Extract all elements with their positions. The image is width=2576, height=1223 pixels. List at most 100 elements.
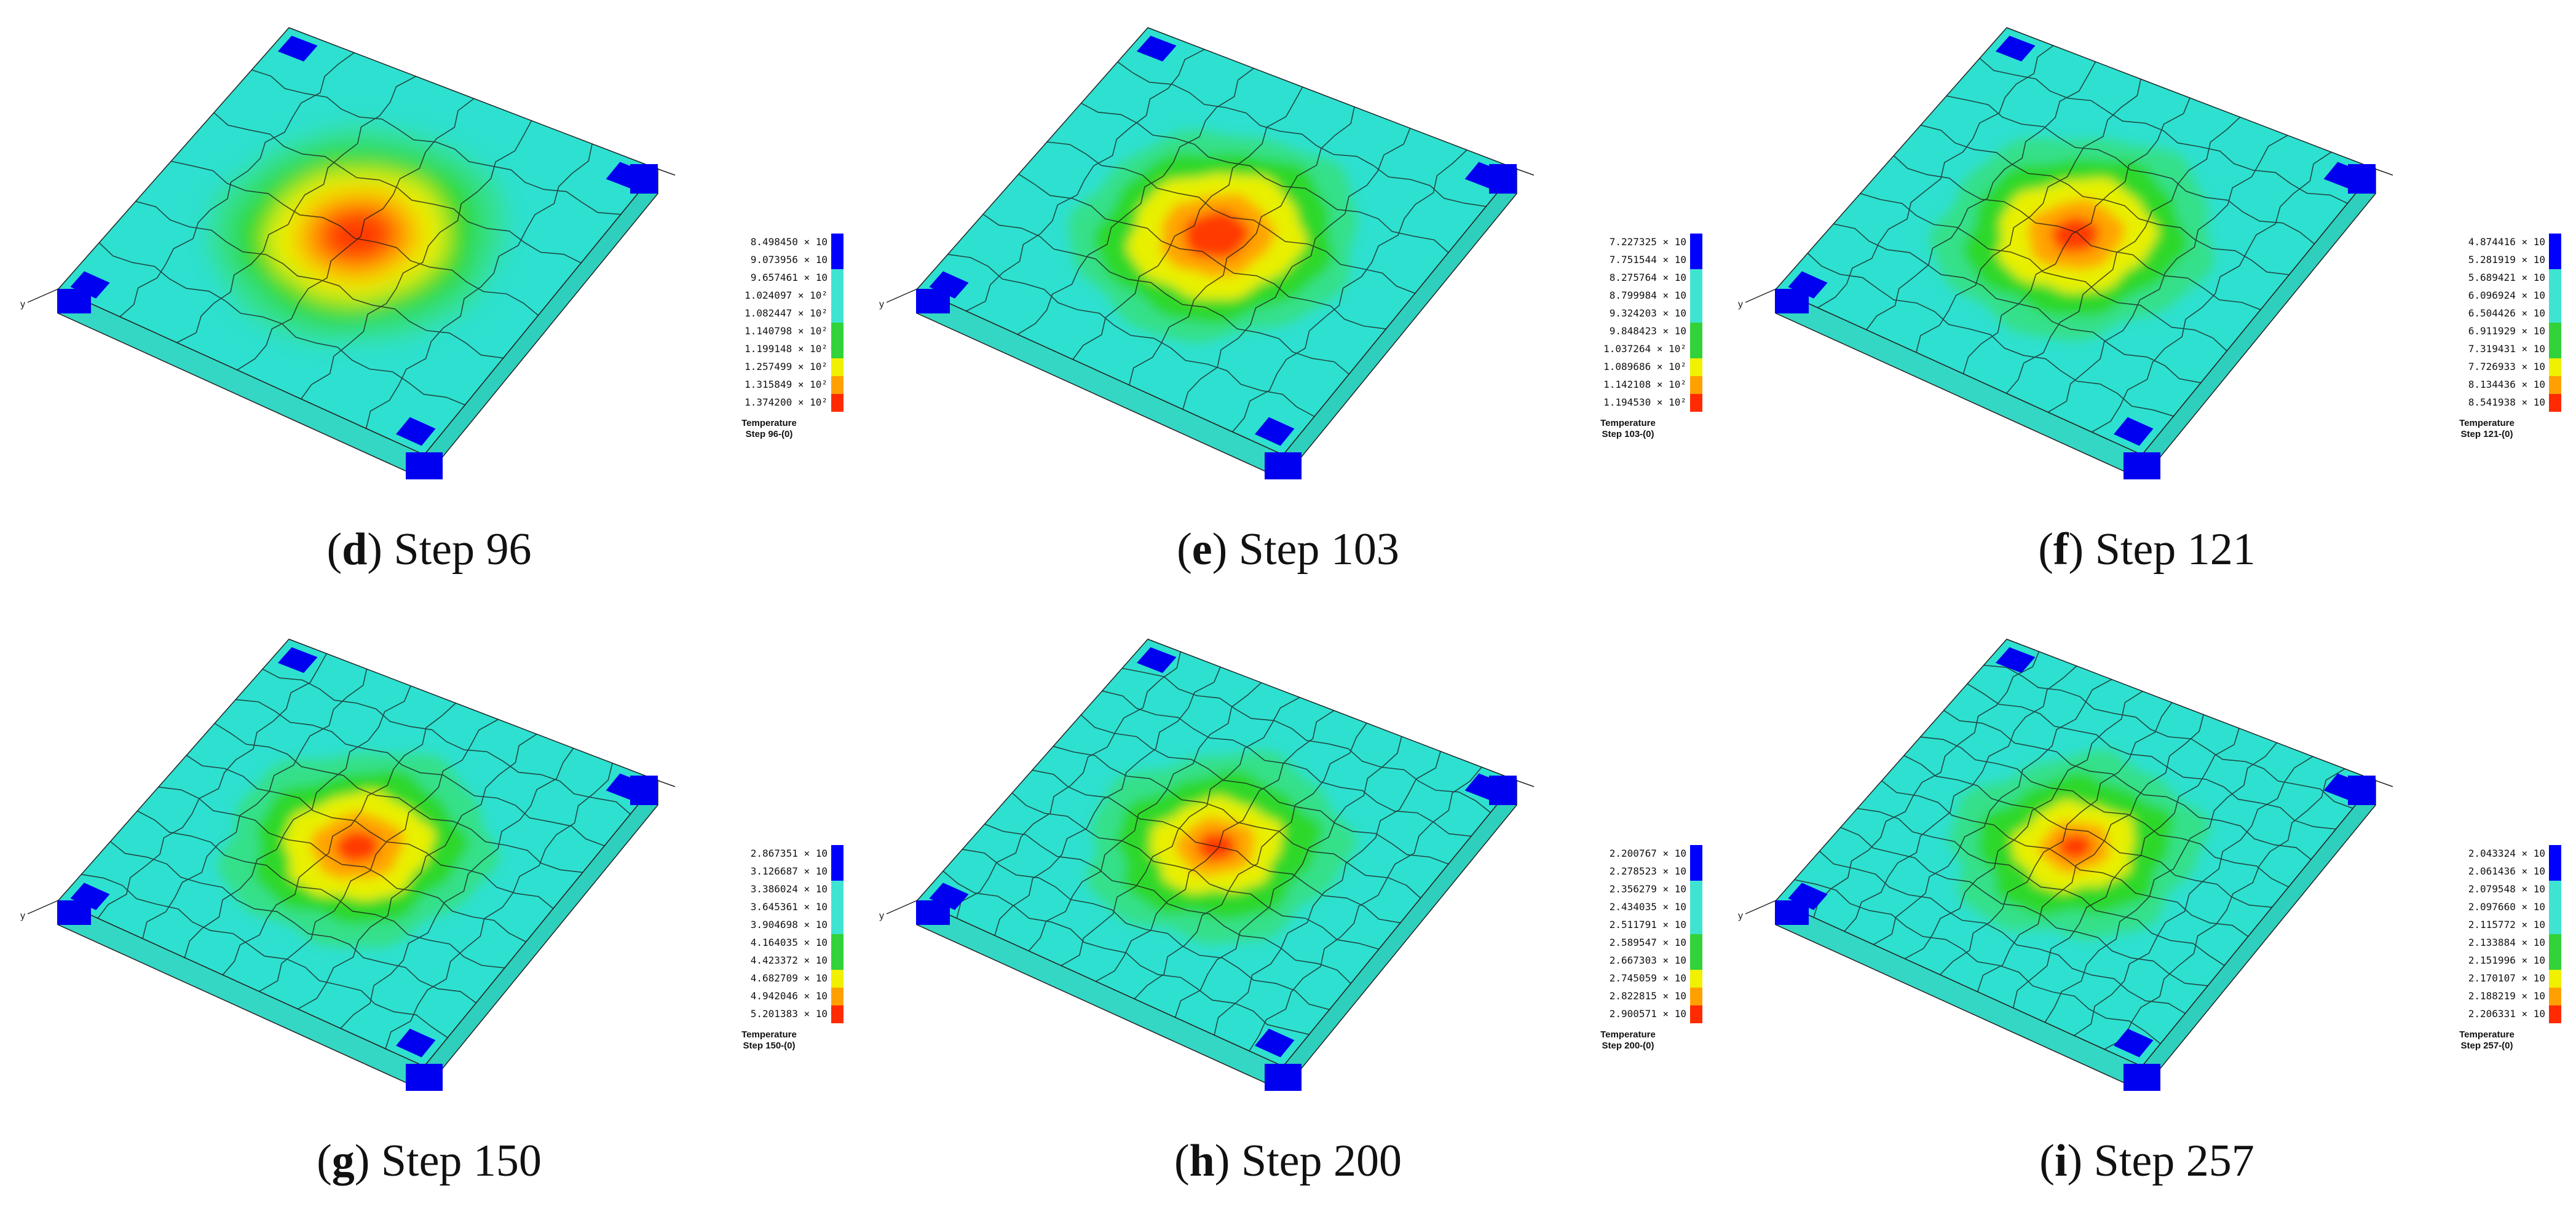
corner-cold-patch [1136, 647, 1177, 673]
legend-swatch [1690, 863, 1702, 881]
crack-line [1046, 141, 1415, 294]
legend-swatch [831, 376, 844, 394]
legend-title: Temperature [1600, 1029, 1656, 1040]
legend-value: 8.134436 × 10 [2468, 379, 2545, 390]
plate-svg: xy [1738, 639, 2393, 1091]
heat-band-red [2056, 834, 2094, 860]
panel-letter: e [1191, 524, 1212, 575]
legend-swatch [831, 899, 844, 916]
legend-value: 9.657461 × 10 [750, 272, 828, 283]
corner-cold-patch [396, 417, 436, 446]
legend-swatch [2549, 916, 2561, 934]
legend-row: 2.151996 × 10 [2412, 952, 2566, 970]
legend-row: 1.199148 × 10² [695, 340, 848, 358]
crack-line [1860, 193, 2227, 352]
crack-line [1817, 45, 2054, 309]
crack-line [1977, 714, 2204, 992]
legend-swatch [1690, 952, 1702, 970]
legend-value: 4.164035 × 10 [750, 937, 828, 948]
crack-line [942, 870, 1310, 1035]
legend-caption: Temperature Step 200-(0) [1554, 1029, 1702, 1052]
legend-value: 2.867351 × 10 [750, 847, 828, 859]
panel-d: xy 8.498450 × 10 9.073956 × 10 9.657461 × 1… [0, 0, 858, 612]
legend-row: 8.541938 × 10 [2412, 394, 2566, 412]
crack-line [184, 685, 411, 958]
legend-row: 2.061436 × 10 [2412, 863, 2566, 881]
corner-cold-patch [630, 776, 658, 805]
crack-line [385, 763, 613, 1049]
legend-row: 2.133884 × 10 [2412, 934, 2566, 952]
crack-line [301, 120, 532, 399]
y-axis-line [886, 900, 918, 914]
panel-step-label: ) Step 257 [2067, 1136, 2254, 1186]
legend-title: Temperature [741, 418, 797, 428]
legend-swatch [2549, 287, 2561, 305]
x-axis-line [2375, 780, 2393, 787]
legend-swatch [1690, 269, 1702, 287]
crack-line [142, 669, 368, 939]
legend-swatch [1690, 340, 1702, 358]
x-axis-line [1516, 168, 1535, 176]
legend-swatch [831, 881, 844, 899]
legend-step: Step 96-(0) [745, 429, 793, 439]
plate-svg: xy [1738, 27, 2393, 479]
legend-row: 2.745059 × 10 [1554, 970, 1707, 988]
corner-cold-patch [2114, 1028, 2154, 1058]
crack-line [1819, 851, 2186, 1014]
corner-cold-patch [70, 883, 110, 910]
panel-step-label: ) Step 150 [354, 1136, 542, 1186]
legend-value: 1.140798 × 10² [745, 325, 828, 337]
crack-line [1807, 253, 2174, 417]
crack-line [1018, 173, 1386, 329]
panel-step-label: ) Step 121 [2068, 524, 2256, 575]
crack-line [1028, 682, 1262, 951]
y-axis-line [27, 288, 59, 303]
plate-svg: xy [20, 27, 676, 479]
crack-line [158, 786, 526, 943]
legend-swatch [2549, 970, 2561, 988]
corner-cold-patch [929, 271, 969, 299]
legend-swatch [2549, 251, 2561, 269]
legend-value: 1.315849 × 10² [745, 379, 828, 390]
crack-line [1117, 61, 1487, 207]
temperature-contour-plate: xy [859, 0, 1535, 479]
crack-line [1983, 664, 2353, 809]
heat-bands [1929, 138, 2215, 341]
crack-line [222, 702, 456, 975]
legend-swatch [1690, 251, 1702, 269]
corner-cold-patch [1775, 289, 1809, 313]
legend-row: 1.315849 × 10² [695, 376, 848, 394]
legend-row: 2.097660 × 10 [2412, 899, 2566, 916]
legend-row: 2.200767 × 10 [1554, 845, 1707, 863]
crack-line [1946, 95, 2315, 245]
legend-row: 2.278523 × 10 [1554, 863, 1707, 881]
legend-value: 2.822815 × 10 [1609, 990, 1686, 1002]
legend-value: 9.324203 × 10 [1609, 307, 1686, 319]
legend-value: 2.079548 × 10 [2468, 883, 2545, 895]
x-axis-line [657, 168, 676, 176]
legend-step: Step 200-(0) [1602, 1040, 1654, 1051]
crack-line [259, 718, 499, 992]
y-axis-line [1745, 900, 1777, 914]
crack-line [1813, 651, 2040, 918]
legend-row: 1.089686 × 10² [1554, 358, 1707, 376]
panel-letter: f [2053, 524, 2069, 575]
legend-row: 2.043324 × 10 [2412, 845, 2566, 863]
legend-row: 2.511791 × 10 [1554, 916, 1707, 934]
legend-swatch [1690, 234, 1702, 251]
panel-letter: i [2054, 1136, 2068, 1186]
legend-caption: Temperature Step 103-(0) [1554, 418, 1702, 440]
legend-row: 3.386024 × 10 [695, 881, 848, 899]
legend-swatch [2549, 358, 2561, 376]
legend-value: 2.097660 × 10 [2468, 901, 2545, 913]
corner-cold-patch [2124, 1064, 2160, 1091]
legend-swatch [1690, 845, 1702, 863]
legend-row: 4.682709 × 10 [695, 970, 848, 988]
legend-row: 1.140798 × 10² [695, 323, 848, 340]
crack-line [1962, 97, 2191, 374]
panel-step-label: ) Step 200 [1214, 1136, 1402, 1186]
legend-swatch [2549, 323, 2561, 340]
legend-row: 8.799984 × 10 [1554, 287, 1707, 305]
corner-cold-patch [1265, 1064, 1302, 1091]
legend-swatch [1690, 899, 1702, 916]
